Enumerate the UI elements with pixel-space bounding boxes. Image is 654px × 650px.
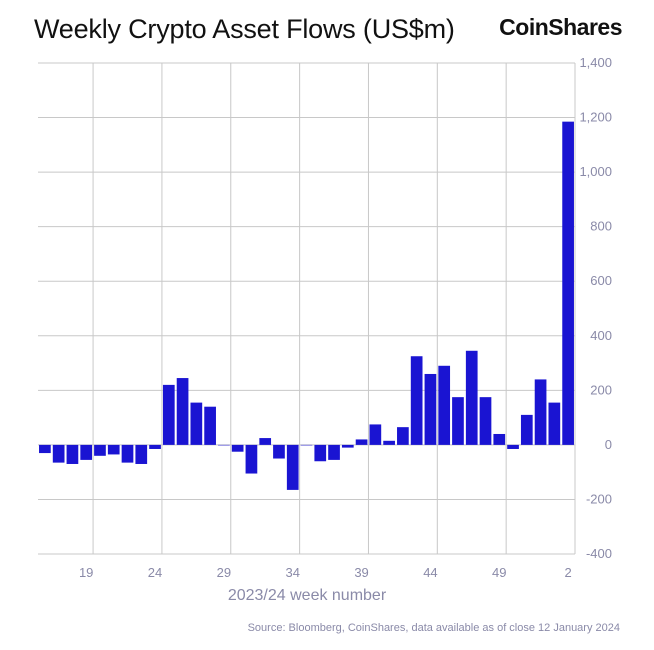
bar-week-29 [218,444,230,446]
bar-week-39 [355,439,368,445]
y-tick-label: 1,200 [579,110,612,125]
x-tick-label: 19 [79,565,93,580]
bar-week-25 [162,384,175,445]
bar-week-20 [94,444,106,456]
bar-series [39,121,574,490]
x-tick-label: 34 [285,565,299,580]
bar-week-35 [300,444,313,446]
y-tick-label: 0 [605,437,612,452]
x-tick-label: 2 [564,565,571,580]
y-axis-ticks: 1,400 1,200 1,000 800 600 400 200 0 -200 -400 [579,55,612,561]
x-axis-label: 2023/24 week number [228,587,387,604]
y-tick-label: 600 [590,273,612,288]
bar-week-21 [107,444,120,455]
y-tick-label: 400 [590,328,612,343]
bar-week-49 [493,433,506,445]
bar-week-33 [273,444,285,459]
bar-week-50 [507,444,519,449]
x-axis-ticks: 19 24 29 34 39 44 49 2 [79,565,572,580]
y-tick-label: -200 [586,491,612,506]
x-tick-label: 24 [148,565,162,580]
bar-week-17 [52,444,65,463]
bar-week-41 [383,440,395,445]
bar-week-28 [204,406,216,445]
y-tick-label: 1,000 [579,164,612,179]
bar-week-45 [438,365,451,445]
grid-lines [38,62,576,555]
source-note: Source: Bloomberg, CoinShares, data avai… [247,622,620,634]
x-tick-label: 29 [217,565,231,580]
bar-week-46 [452,397,464,445]
bar-week-2 [562,121,574,445]
brand-logo: CoinShares [499,14,622,40]
bar-week-37 [328,444,340,460]
bar-week-40 [369,424,382,445]
bar-week-24 [149,444,161,449]
bar-week-27 [190,402,203,445]
chart-title: Weekly Crypto Asset Flows (US$m) [34,14,455,44]
y-tick-label: 1,400 [579,55,612,70]
bar-week-23 [135,444,148,464]
y-tick-label: 200 [590,382,612,397]
bar-week-52 [534,379,547,445]
bar-week-30 [231,444,244,452]
bar-week-32 [259,438,272,445]
x-tick-label: 49 [492,565,506,580]
x-tick-label: 39 [354,565,368,580]
bar-week-34 [286,444,299,490]
bar-week-36 [314,444,327,462]
bar-week-18 [66,444,79,464]
bar-week-1 [548,402,561,445]
bar-week-42 [397,427,409,445]
y-tick-label: -400 [586,546,612,561]
bar-week-19 [80,444,93,460]
bar-week-48 [479,397,492,445]
bar-week-31 [245,444,258,474]
bar-week-44 [424,373,437,445]
bar-week-26 [176,378,189,445]
bar-week-51 [520,414,533,445]
bar-week-16 [39,444,51,454]
bar-week-43 [410,356,423,445]
bar-week-22 [121,444,134,463]
bar-week-38 [341,444,354,448]
x-tick-label: 44 [423,565,437,580]
y-tick-label: 800 [590,219,612,234]
bar-week-47 [465,350,478,445]
